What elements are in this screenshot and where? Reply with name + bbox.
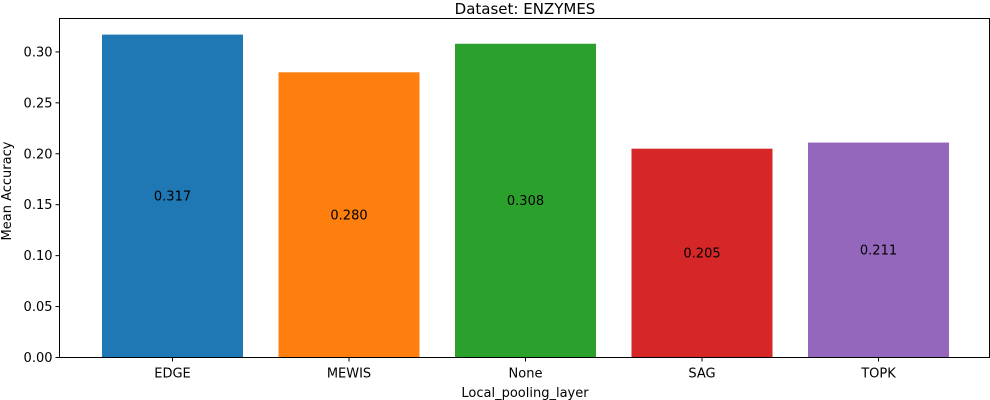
bar-topk [808,142,949,358]
bar-data-label: 0.280 [330,208,367,223]
bar-data-label: 0.211 [860,244,897,259]
bar-edge [102,34,243,358]
y-axis-label: Mean Accuracy [0,141,15,240]
bar-data-label: 0.308 [507,194,544,209]
chart-title: Dataset: ENZYMES [455,0,596,18]
x-axis: EDGE MEWIS None SAG TOPK [154,357,896,382]
x-tick-label: EDGE [154,367,191,382]
bar-none [455,43,596,358]
x-tick-label: None [509,367,543,382]
y-axis: 0.00 0.05 0.10 0.15 0.20 0.25 0.30 [24,45,60,366]
x-axis-label: Local_pooling_layer [461,386,589,400]
x-tick-label: MEWIS [327,367,371,382]
y-tick-label: 0.10 [24,249,53,264]
y-tick-label: 0.15 [24,198,53,213]
bar-sag [631,148,773,358]
bars-group: 0.317 0.280 0.308 0.205 0.211 [102,34,949,358]
x-tick-label: TOPK [860,367,896,382]
bar-mewis [278,72,420,358]
y-tick-label: 0.05 [24,300,53,315]
y-tick-label: 0.00 [24,351,53,366]
y-tick-label: 0.25 [24,96,53,111]
bar-data-label: 0.205 [683,247,720,262]
bar-data-label: 0.317 [154,190,191,205]
y-tick-label: 0.30 [24,45,53,60]
x-tick-label: SAG [688,367,715,382]
y-tick-label: 0.20 [24,147,53,162]
